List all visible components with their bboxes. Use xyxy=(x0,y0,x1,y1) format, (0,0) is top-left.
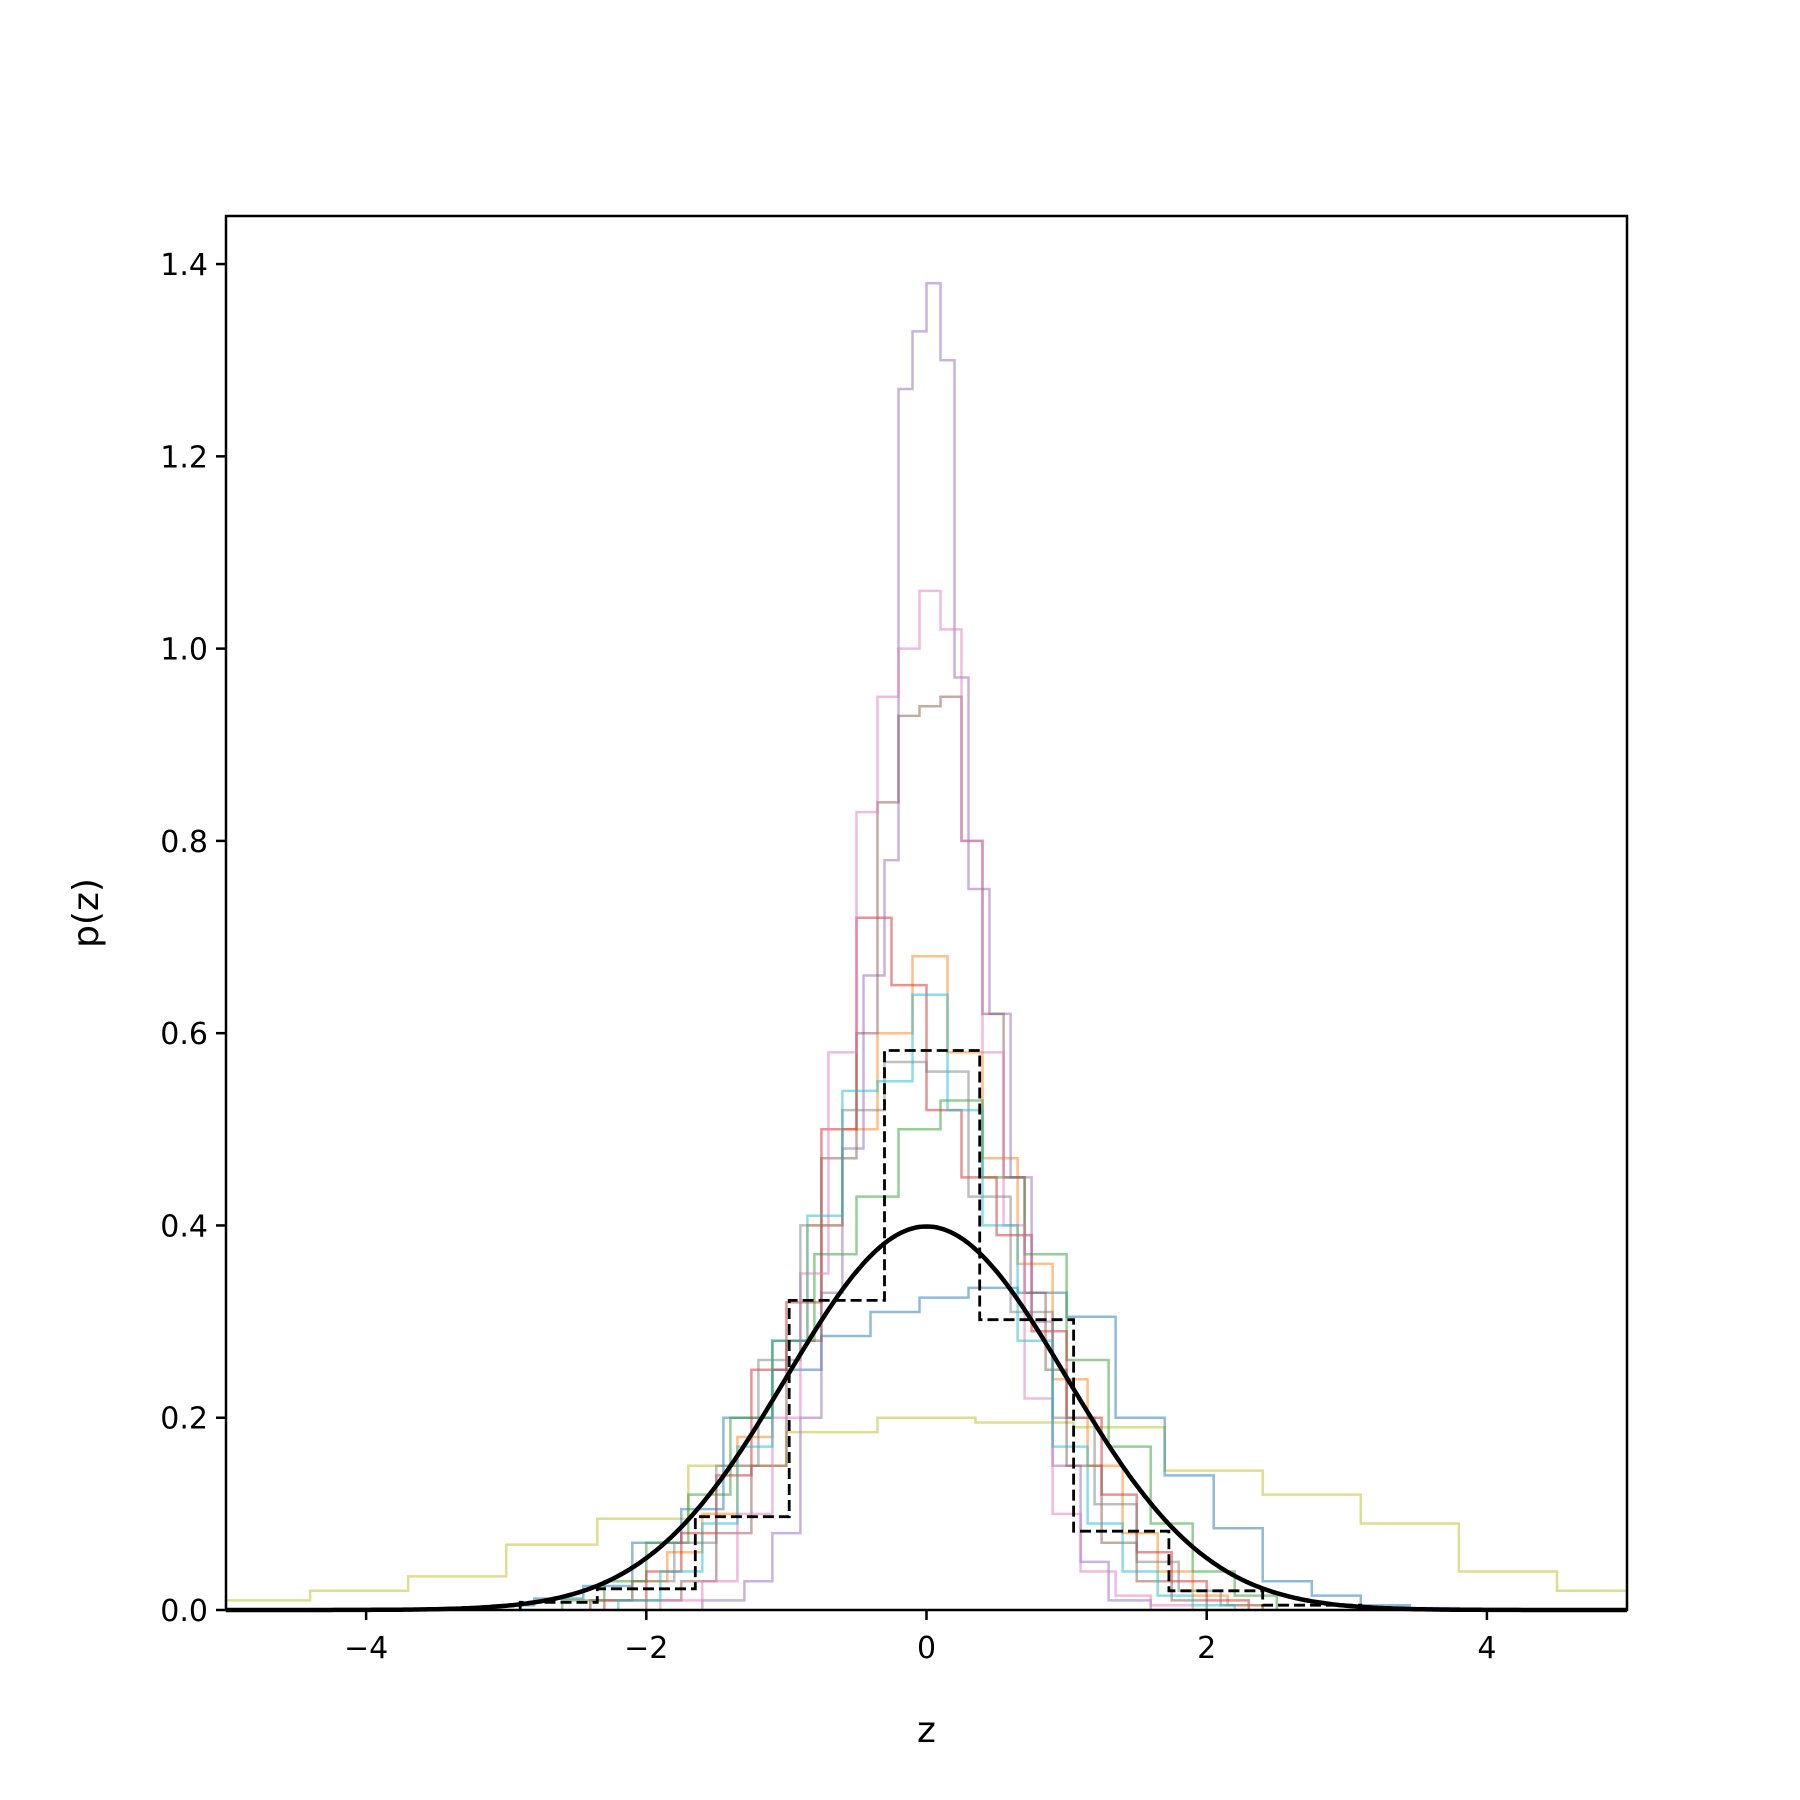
y-tick-label: 0.8 xyxy=(160,825,208,860)
y-tick-label: 0.2 xyxy=(160,1402,208,1437)
y-tick-label: 1.4 xyxy=(160,248,208,283)
x-axis-label: z xyxy=(917,1710,936,1751)
x-tick-label: −4 xyxy=(344,1631,388,1666)
y-tick-label: 1.2 xyxy=(160,440,208,475)
x-axis: −4 −2 0 2 4 xyxy=(344,1610,1496,1666)
histogram-series-2 xyxy=(490,1286,1461,1610)
y-tick-label: 1.0 xyxy=(160,633,208,668)
y-tick-label: 0.4 xyxy=(160,1209,208,1244)
normal-curve-layer xyxy=(226,1224,1627,1613)
x-tick-label: 4 xyxy=(1477,1631,1496,1666)
histogram-series-1 xyxy=(224,1416,1629,1610)
histogram-series-9 xyxy=(589,1060,1264,1610)
dashed-histogram xyxy=(518,1049,1363,1610)
x-tick-label: 0 xyxy=(917,1631,936,1666)
histogram-series-layer xyxy=(224,282,1629,1610)
normal-curve xyxy=(226,1224,1627,1613)
histogram-series-8 xyxy=(659,589,1194,1610)
x-tick-label: −2 xyxy=(624,1631,668,1666)
dashed-histogram-layer xyxy=(518,1049,1363,1610)
histogram-series-6 xyxy=(701,282,1152,1610)
histogram-series-7 xyxy=(645,695,1208,1610)
x-tick-label: 2 xyxy=(1197,1631,1216,1666)
y-tick-label: 0.6 xyxy=(160,1017,208,1052)
plot-frame xyxy=(224,214,1629,1612)
y-tick-label: 0.0 xyxy=(160,1594,208,1629)
histogram-series-4 xyxy=(560,1099,1279,1610)
y-axis-label: p(z) xyxy=(66,878,107,948)
y-axis: 0.0 0.2 0.4 0.6 0.8 1.0 1.2 1.4 xyxy=(160,248,226,1629)
histogram-series-10 xyxy=(617,993,1236,1610)
